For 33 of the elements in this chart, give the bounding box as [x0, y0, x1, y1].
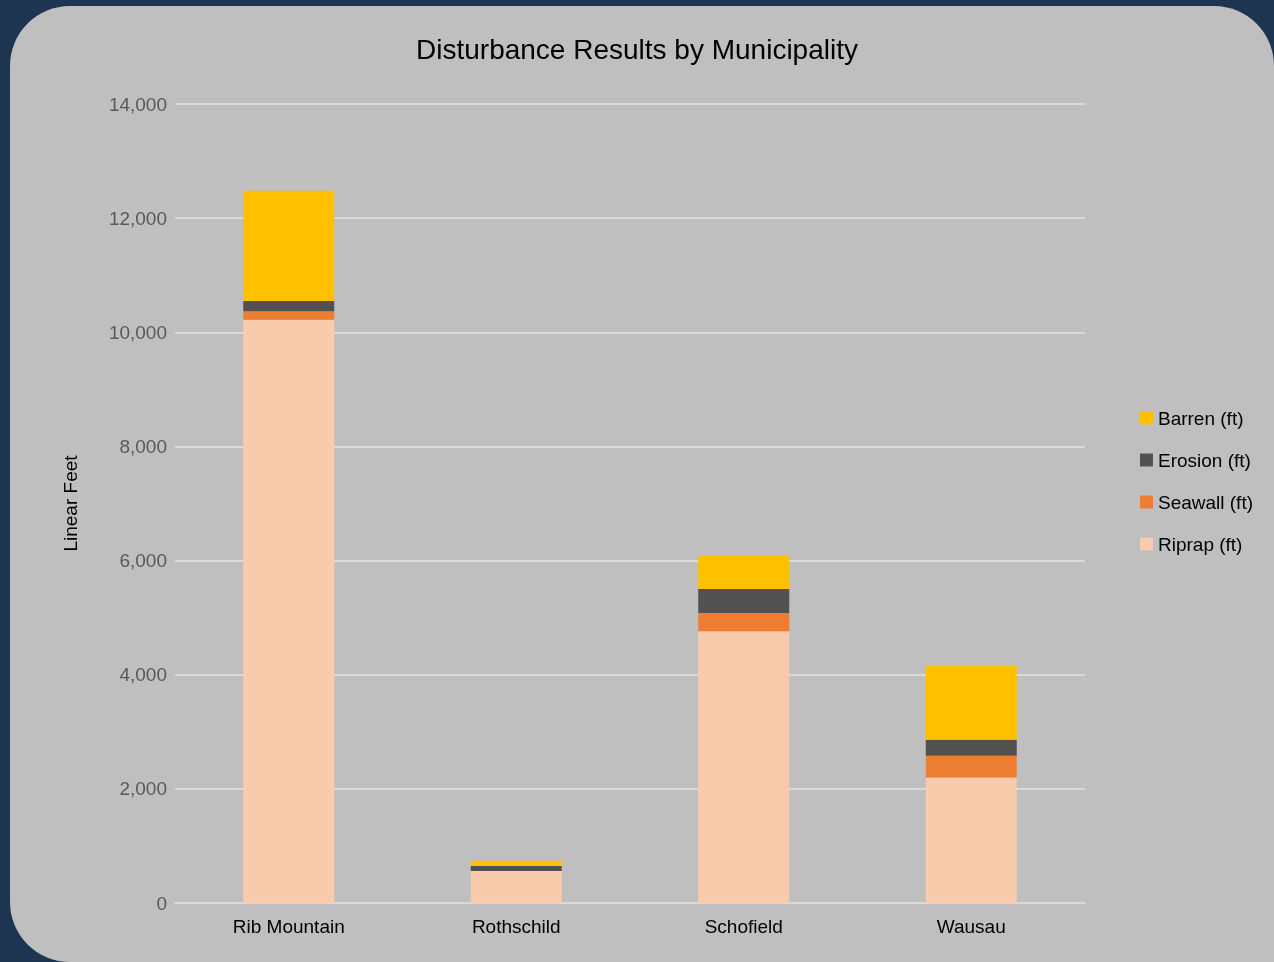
bar	[243, 190, 335, 301]
x-tick-label: Rothschild	[471, 916, 561, 937]
chart-title: Disturbance Results by Municipality	[416, 33, 858, 65]
bar	[698, 631, 790, 903]
bar	[925, 739, 1017, 756]
bar	[243, 300, 335, 312]
y-tick-label: 10,000	[108, 321, 167, 343]
x-tick-label: Schofield	[704, 916, 783, 937]
y-axis-title: Linear Feet	[60, 454, 81, 552]
bar	[470, 865, 562, 872]
y-tick-label: 6,000	[119, 550, 167, 572]
legend-label: Barren (ft)	[1157, 407, 1244, 429]
bar	[470, 860, 562, 866]
bar	[698, 555, 790, 590]
legend-label: Riprap (ft)	[1157, 533, 1243, 555]
bar	[925, 665, 1017, 740]
bar	[470, 871, 562, 903]
y-tick-label: 12,000	[108, 207, 167, 229]
bar	[243, 319, 335, 903]
y-tick-label: 14,000	[108, 93, 167, 115]
y-tick-label: 2,000	[119, 778, 167, 800]
bar	[925, 755, 1017, 778]
bar	[925, 777, 1017, 903]
x-tick-label: Rib Mountain	[232, 916, 345, 937]
y-tick-label: 0	[156, 892, 167, 914]
y-tick-label: 4,000	[119, 664, 167, 686]
bar	[698, 613, 790, 632]
legend-label: Seawall (ft)	[1157, 491, 1253, 513]
y-tick-label: 8,000	[119, 435, 167, 457]
bar	[243, 311, 335, 320]
bar	[698, 589, 790, 614]
x-tick-label: Wausau	[936, 916, 1006, 937]
legend-label: Erosion (ft)	[1157, 449, 1251, 471]
